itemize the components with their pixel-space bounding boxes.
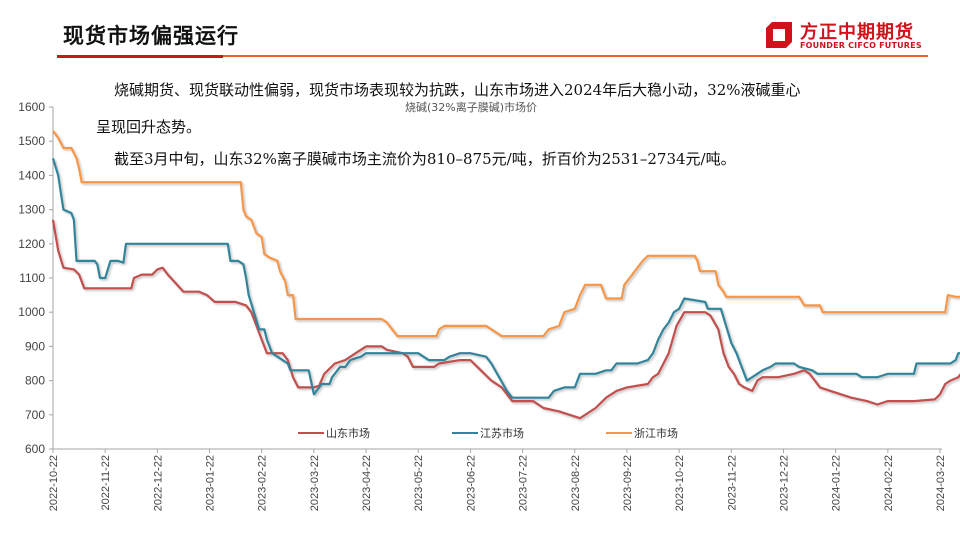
series-line (51, 219, 960, 420)
x-tick-label: 2024-02-22 (883, 455, 895, 511)
chart-title: 烧碱(32%离子膜碱)市场价 (405, 101, 538, 114)
legend-label: 浙江市场 (634, 426, 678, 440)
y-tick-label: 1600 (18, 100, 45, 114)
x-tick-label: 2023-06-22 (465, 455, 477, 511)
body-paragraph-2: 截至3月中旬，山东32%离子膜碱市场主流价为810–875元/吨，折百价为253… (114, 150, 736, 168)
logo-mark-icon (766, 22, 792, 48)
chart-axes: 600 700 800 900 1000 1100 1200 1300 1400 1500 1600… (18, 100, 947, 511)
x-tick-label: 2022-12-22 (152, 455, 164, 511)
page-title: 现货市场偏强运行 (63, 24, 239, 48)
x-tick-label: 2023-01-22 (205, 455, 217, 511)
x-tick-label: 2023-12-22 (778, 455, 790, 511)
y-tick-label: 1400 (18, 168, 45, 182)
x-tick-label: 2023-07-22 (518, 455, 530, 511)
series-line (51, 157, 960, 399)
x-tick-label: 2023-08-22 (570, 455, 582, 511)
y-tick-label: 600 (25, 442, 45, 456)
x-tick-label: 2024-03-22 (935, 455, 947, 511)
chart-series (51, 130, 960, 420)
logo-text-cn: 方正中期期货 (800, 22, 914, 43)
body-paragraph-1-line-1: 烧碱期货、现货联动性偏弱，现货市场表现较为抗跌，山东市场进入2024年后大稳小动… (114, 81, 801, 99)
x-tick-label: 2023-05-22 (413, 455, 425, 511)
series-line (52, 130, 960, 338)
company-logo: 方正中期期货 FOUNDER CIFCO FUTURES (764, 18, 934, 52)
x-tick-label: 2023-09-22 (622, 455, 634, 511)
x-tick-label: 2024-01-22 (831, 455, 843, 511)
y-tick-label: 1000 (18, 305, 45, 319)
title-underline-red (57, 55, 223, 58)
logo-text-en: FOUNDER CIFCO FUTURES (800, 41, 922, 50)
x-tick-label: 2023-02-22 (257, 455, 269, 511)
y-tick-label: 900 (25, 339, 45, 353)
y-tick-label: 1500 (18, 134, 45, 148)
x-tick-label: 2023-03-22 (309, 455, 321, 511)
body-paragraph-1-line-2: 呈现回升态势。 (96, 118, 202, 136)
x-tick-label: 2023-10-22 (674, 455, 686, 511)
x-tick-label: 2023-11-22 (726, 455, 738, 510)
y-tick-label: 800 (25, 374, 45, 388)
x-tick-label: 2022-10-22 (48, 455, 60, 511)
title-underline-orange (223, 55, 928, 57)
chart-legend: 山东市场 江苏市场 浙江市场 (298, 426, 678, 440)
legend-label: 山东市场 (326, 426, 370, 440)
x-tick-label: 2023-04-22 (361, 455, 373, 511)
legend-label: 江苏市场 (480, 426, 524, 440)
y-tick-label: 1100 (19, 271, 45, 285)
y-tick-label: 1300 (18, 203, 45, 217)
y-tick-label: 700 (25, 408, 45, 422)
y-tick-label: 1200 (18, 237, 45, 251)
x-tick-label: 2022-11-22 (100, 455, 112, 510)
